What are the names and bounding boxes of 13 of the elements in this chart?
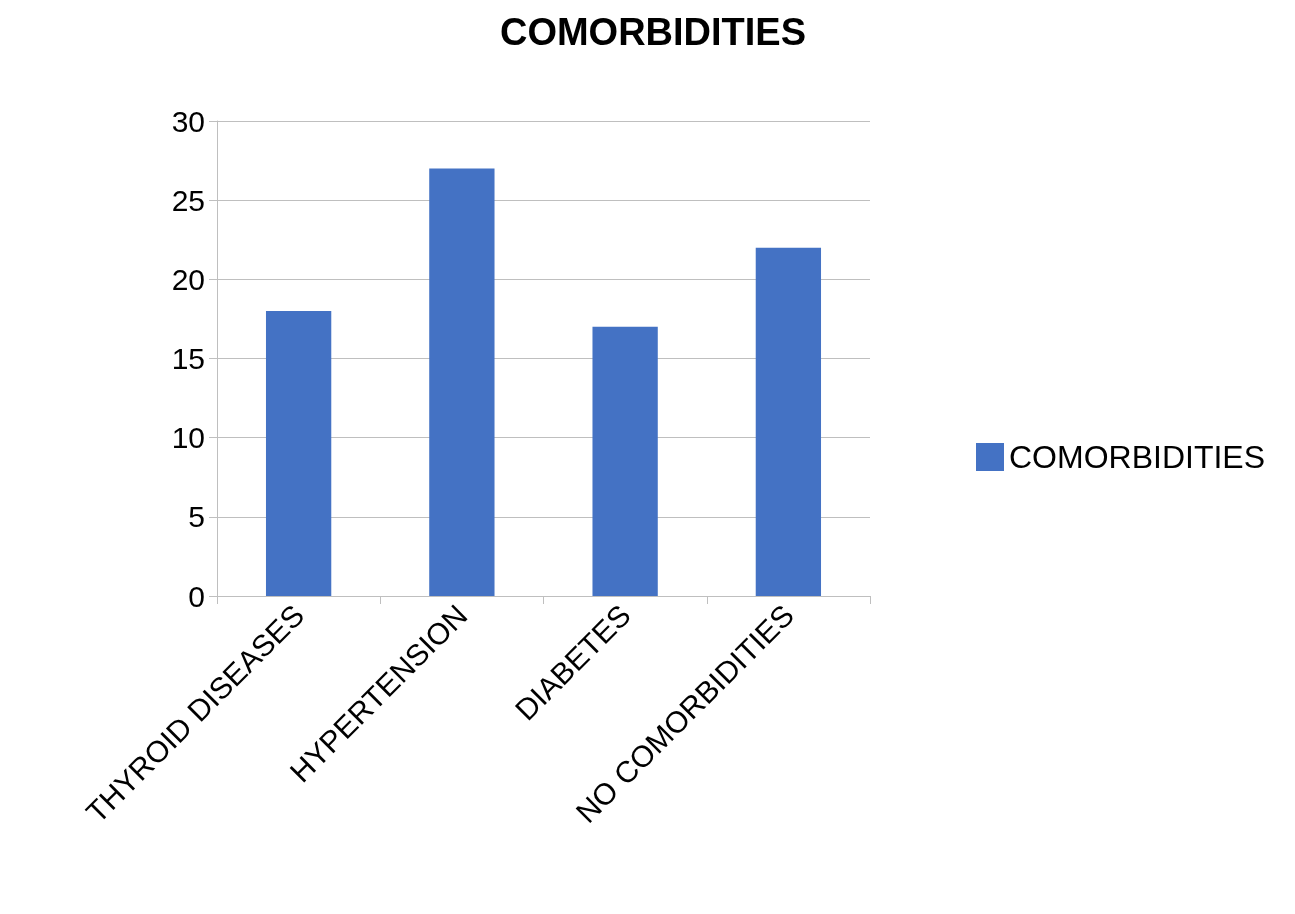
bar: [265, 311, 332, 596]
chart-title: COMORBIDITIES: [499, 11, 807, 53]
bar: [429, 168, 495, 596]
y-tick-label: 0: [188, 579, 205, 613]
bar: [592, 326, 658, 596]
y-tick-label: 30: [171, 104, 205, 138]
y-tick-label: 25: [171, 183, 205, 217]
y-tick-label: 20: [171, 262, 205, 296]
y-tick-label: 5: [188, 500, 205, 534]
legend-label: COMORBIDITIES: [1008, 439, 1265, 475]
y-tick-label: 15: [171, 342, 205, 375]
y-tick-label: 10: [171, 421, 205, 455]
bar: [755, 247, 822, 596]
